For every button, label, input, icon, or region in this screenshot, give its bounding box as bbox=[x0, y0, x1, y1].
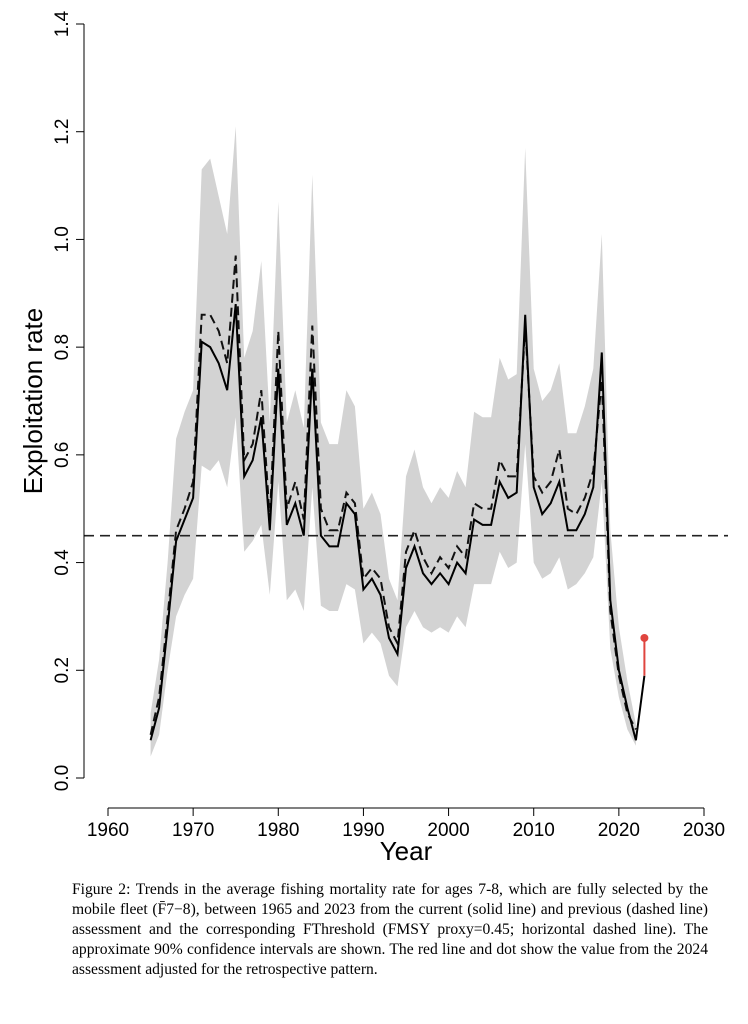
y-tick-label: 1.4 bbox=[52, 10, 73, 37]
x-tick-label: 1990 bbox=[342, 820, 384, 841]
figure-caption: Figure 2: Trends in the average fishing … bbox=[72, 881, 708, 978]
y-tick-label: 0.2 bbox=[52, 657, 73, 683]
previous-assessment-line bbox=[149, 255, 637, 736]
adjusted-2024-point bbox=[640, 633, 649, 642]
y-axis-label: Exploitation rate bbox=[18, 308, 48, 494]
y-tick-label: 1.0 bbox=[52, 226, 73, 252]
x-tick-label: 2000 bbox=[427, 820, 469, 841]
y-tick-label: 1.2 bbox=[52, 119, 73, 145]
y-tick-label: 0.6 bbox=[52, 442, 73, 468]
exploitation-rate-chart: 0.0 0.2 0.4 0.6 0.8 1.0 1.2 1.4 1960 1970 1980 199… bbox=[18, 10, 728, 866]
x-tick-label: 2010 bbox=[513, 820, 555, 841]
current-assessment-line bbox=[149, 304, 646, 741]
confidence-band bbox=[150, 126, 636, 757]
x-axis-label: Year bbox=[380, 836, 433, 866]
y-tick-label: 0.0 bbox=[52, 765, 73, 791]
x-axis-ticks: 1960 1970 1980 1990 2000 2010 2020 2030 bbox=[87, 808, 725, 841]
x-tick-label: 1960 bbox=[87, 820, 129, 841]
x-tick-label: 2030 bbox=[683, 820, 725, 841]
x-tick-label: 1970 bbox=[172, 820, 214, 841]
y-tick-label: 0.8 bbox=[52, 334, 73, 360]
y-axis-ticks: 0.0 0.2 0.4 0.6 0.8 1.0 1.2 1.4 bbox=[52, 10, 84, 791]
y-tick-label: 0.4 bbox=[52, 549, 73, 576]
x-tick-label: 1980 bbox=[257, 820, 299, 841]
x-tick-label: 2020 bbox=[598, 820, 640, 841]
